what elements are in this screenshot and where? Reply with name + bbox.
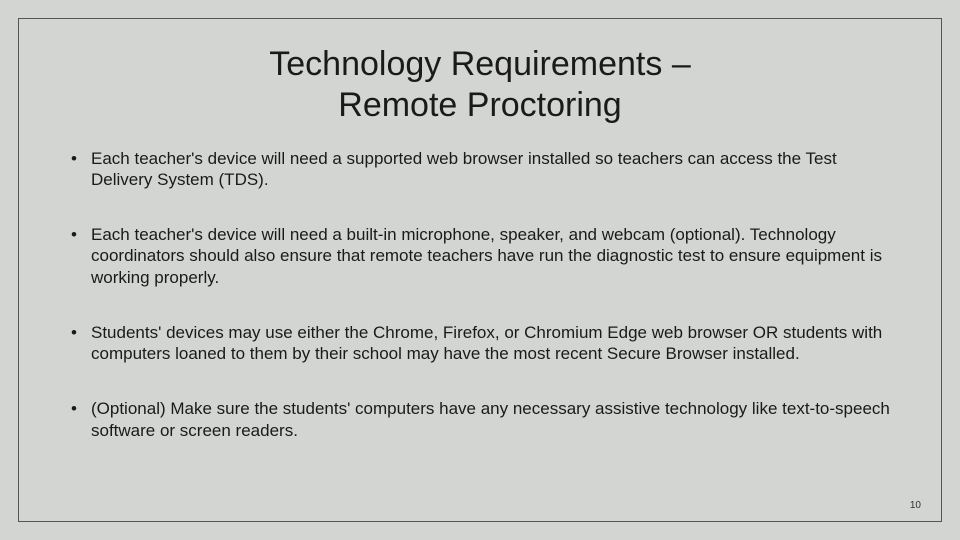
- bullet-item: Each teacher's device will need a built-…: [69, 224, 891, 288]
- slide-frame: Technology Requirements – Remote Proctor…: [18, 18, 942, 522]
- slide-container: Technology Requirements – Remote Proctor…: [0, 0, 960, 540]
- bullet-item: (Optional) Make sure the students' compu…: [69, 398, 891, 441]
- page-number: 10: [910, 500, 921, 511]
- title-line-2: Remote Proctoring: [338, 86, 621, 124]
- bullet-item: Students' devices may use either the Chr…: [69, 322, 891, 365]
- bullet-item: Each teacher's device will need a suppor…: [69, 148, 891, 191]
- bullet-list: Each teacher's device will need a suppor…: [54, 148, 906, 441]
- slide-title: Technology Requirements – Remote Proctor…: [54, 44, 906, 126]
- title-line-1: Technology Requirements –: [269, 45, 690, 83]
